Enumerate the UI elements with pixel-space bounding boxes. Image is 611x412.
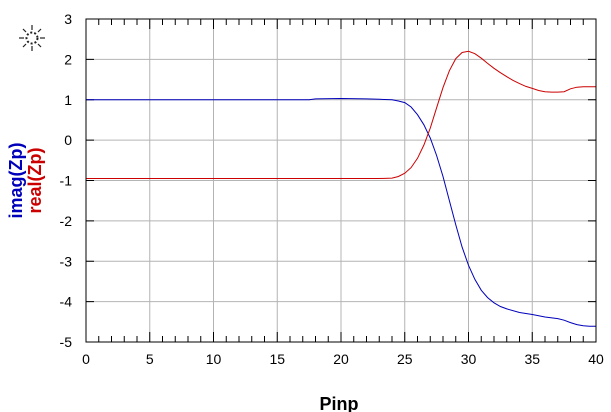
y-tick-label: -4 <box>60 294 73 310</box>
x-tick-label: 15 <box>269 351 285 367</box>
x-tick-label: 20 <box>333 351 349 367</box>
x-tick-label: 40 <box>588 351 604 367</box>
x-axis-label: Pinp <box>320 394 359 412</box>
y-tick-label: 3 <box>64 11 72 27</box>
y-tick-label: 1 <box>64 92 72 108</box>
y-tick-label: 0 <box>64 132 72 148</box>
y-axis-label: real(Zp) <box>25 147 45 213</box>
grid <box>85 18 597 343</box>
x-tick-label: 25 <box>397 351 413 367</box>
y-tick-label: -3 <box>60 253 73 269</box>
y-tick-label: 2 <box>64 51 72 67</box>
y-tick-label: -1 <box>60 173 73 189</box>
y-axis-labels: imag(Zp) real(Zp) <box>6 143 45 219</box>
plot-frame <box>85 18 597 343</box>
x-tick-label: 5 <box>146 351 154 367</box>
x-tick-label: 0 <box>82 351 90 367</box>
x-tick-label: 30 <box>461 351 477 367</box>
x-tick-label: 10 <box>206 351 222 367</box>
x-tick-label: 35 <box>524 351 540 367</box>
marker-cursor-icon[interactable] <box>19 25 45 51</box>
series-line <box>86 97 596 327</box>
y-tick-labels: 3 2 1 0 -1 -2 -3 -4 -5 <box>60 11 73 350</box>
series-group <box>86 50 596 327</box>
x-tick-labels: 0 5 10 15 20 25 30 35 40 <box>82 351 604 367</box>
y-axis-label: imag(Zp) <box>6 143 26 219</box>
y-tick-label: -2 <box>60 213 73 229</box>
y-tick-label: -5 <box>60 334 73 350</box>
series-line <box>86 50 596 179</box>
